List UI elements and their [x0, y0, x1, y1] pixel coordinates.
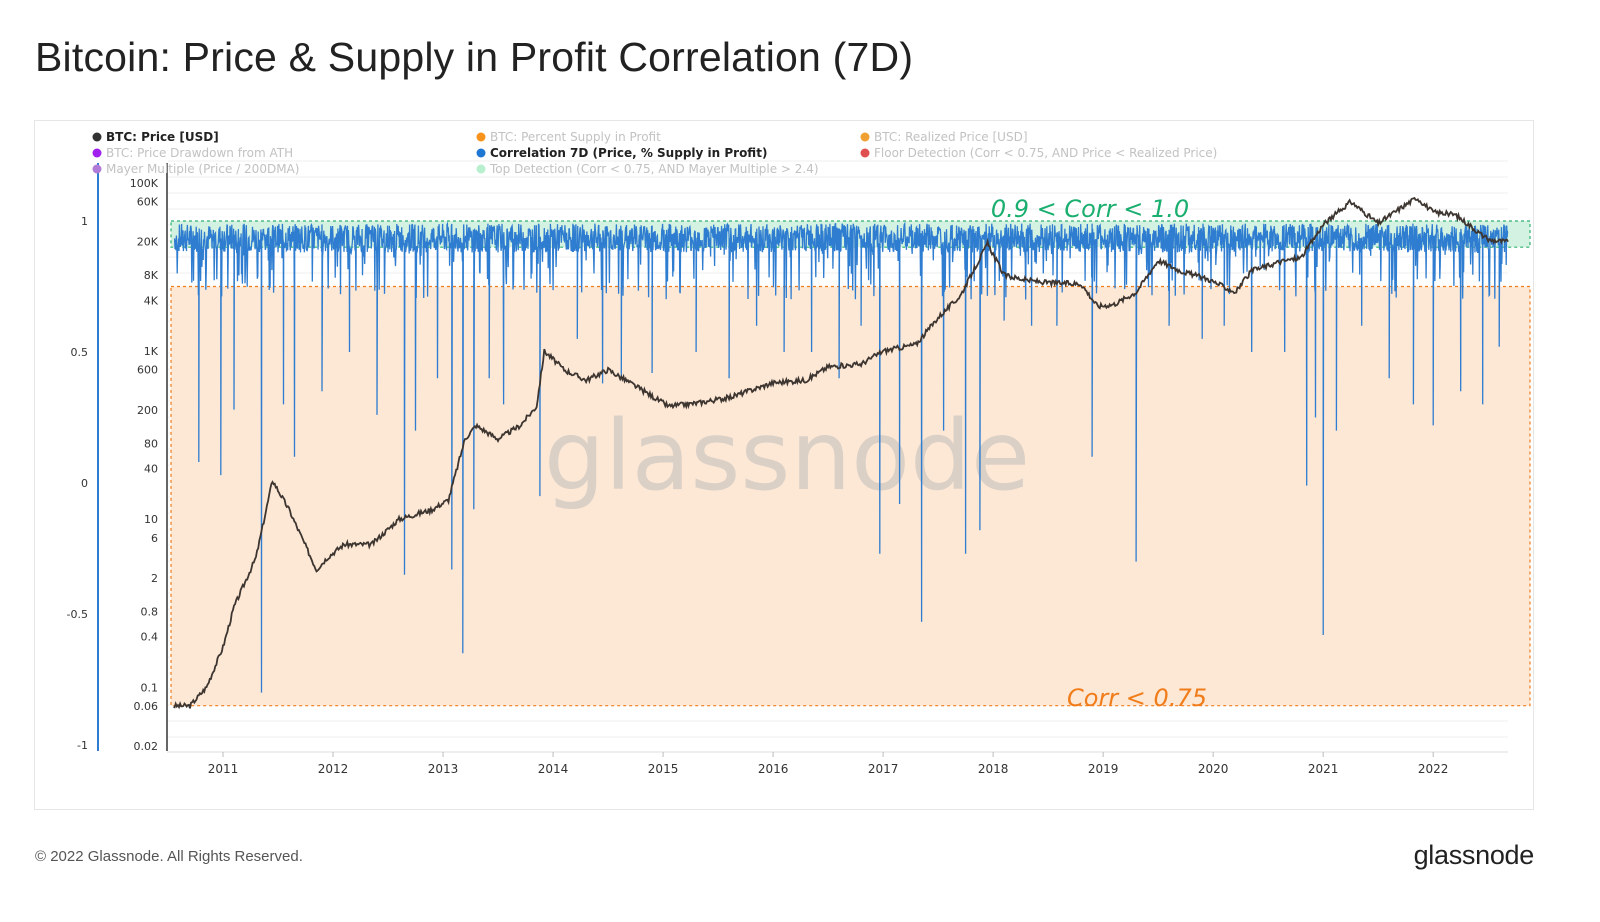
correlation-line: [173, 221, 1509, 693]
legend-label: BTC: Realized Price [USD]: [874, 130, 1028, 144]
band-low: [170, 285, 1531, 707]
legend-item: BTC: Realized Price [USD]: [860, 130, 1028, 144]
x-tick-label: 2016: [758, 762, 789, 776]
legend-marker: [92, 164, 102, 174]
annotations: 0.9 < Corr < 1.0 Corr < 0.75: [991, 195, 1207, 712]
legend: BTC: Price [USD] BTC: Percent Supply in P…: [92, 130, 1217, 176]
correlation-series: [173, 221, 1509, 693]
price-tick-label: 100K: [130, 177, 159, 190]
legend-label: BTC: Price [USD]: [106, 130, 219, 144]
price-tick-label: 0.4: [141, 631, 159, 644]
annotation-top-band: 0.9 < Corr < 1.0: [991, 195, 1189, 223]
price-tick-label: 0.8: [141, 605, 159, 618]
watermark: glassnode: [544, 400, 1030, 512]
x-tick-label: 2017: [868, 762, 899, 776]
x-tick-label: 2012: [318, 762, 349, 776]
x-tick-label: 2015: [648, 762, 679, 776]
annotation-low-band: Corr < 0.75: [1067, 684, 1207, 712]
price-tick-label: 2: [151, 572, 158, 585]
axes: 1 0.5 0 -0.5 -1 100K 60K 20K 8K 4K 1K 600 200 80 40 10 6…: [67, 163, 1508, 776]
x-tick-label: 2011: [208, 762, 239, 776]
corr-tick-label: 0: [81, 477, 88, 490]
x-tick-label: 2014: [538, 762, 569, 776]
corr-tick-label: 0.5: [71, 346, 89, 359]
chart-svg: glassnode 1 0.5 0 -0.5 -1 100K 60K 20K 8K 4K 1K 600…: [67, 130, 1531, 776]
legend-label: Floor Detection (Corr < 0.75, AND Price …: [874, 146, 1217, 160]
price-tick-label: 60K: [137, 196, 159, 209]
x-tick-label: 2013: [428, 762, 459, 776]
legend-marker: [92, 132, 102, 142]
legend-item: Floor Detection (Corr < 0.75, AND Price …: [860, 146, 1217, 160]
page-title: Bitcoin: Price & Supply in Profit Correl…: [35, 34, 914, 80]
price-tick-label: 200: [137, 404, 158, 417]
x-tick-label: 2021: [1308, 762, 1339, 776]
x-tick-label: 2022: [1418, 762, 1449, 776]
price-line: [173, 196, 1509, 710]
legend-item: BTC: Price Drawdown from ATH: [92, 146, 293, 160]
legend-marker: [860, 148, 870, 158]
x-tick-label: 2020: [1198, 762, 1229, 776]
legend-marker: [476, 132, 486, 142]
price-series: [173, 196, 1509, 710]
legend-item: BTC: Price [USD]: [92, 130, 219, 144]
corr-tick-label: -0.5: [67, 608, 88, 621]
legend-label: BTC: Percent Supply in Profit: [490, 130, 661, 144]
legend-marker: [92, 148, 102, 158]
legend-item: BTC: Percent Supply in Profit: [476, 130, 661, 144]
price-tick-label: 0.02: [134, 740, 159, 753]
price-tick-label: 40: [144, 463, 158, 476]
price-tick-label: 4K: [144, 294, 159, 307]
legend-label: Top Detection (Corr < 0.75, AND Mayer Mu…: [489, 162, 819, 176]
price-tick-label: 600: [137, 364, 158, 377]
legend-item: Mayer Multiple (Price / 200DMA): [92, 162, 299, 176]
legend-label: Correlation 7D (Price, % Supply in Profi…: [490, 146, 767, 160]
price-tick-label: 6: [151, 532, 158, 545]
footer-copyright: © 2022 Glassnode. All Rights Reserved.: [35, 848, 303, 865]
x-tick-label: 2019: [1088, 762, 1119, 776]
x-tick-label: 2018: [978, 762, 1009, 776]
footer-logo: glassnode: [1413, 840, 1535, 870]
legend-marker: [860, 132, 870, 142]
price-tick-label: 80: [144, 437, 158, 450]
price-tick-label: 10: [144, 513, 158, 526]
legend-item: Correlation 7D (Price, % Supply in Profi…: [476, 146, 767, 160]
legend-marker: [476, 164, 486, 174]
price-tick-label: 20K: [137, 236, 159, 249]
corr-tick-label: 1: [81, 215, 88, 228]
price-tick-label: 0.06: [134, 700, 159, 713]
corr-tick-label: -1: [77, 739, 88, 752]
legend-label: Mayer Multiple (Price / 200DMA): [106, 162, 299, 176]
legend-item: Top Detection (Corr < 0.75, AND Mayer Mu…: [476, 162, 819, 176]
price-tick-label: 8K: [144, 269, 159, 282]
chart-frame: glassnode 1 0.5 0 -0.5 -1 100K 60K 20K 8K 4K 1K 600…: [34, 120, 1534, 810]
price-tick-label: 1K: [144, 345, 159, 358]
legend-label: BTC: Price Drawdown from ATH: [106, 146, 293, 160]
price-tick-label: 0.1: [141, 681, 159, 694]
legend-marker: [476, 148, 486, 158]
